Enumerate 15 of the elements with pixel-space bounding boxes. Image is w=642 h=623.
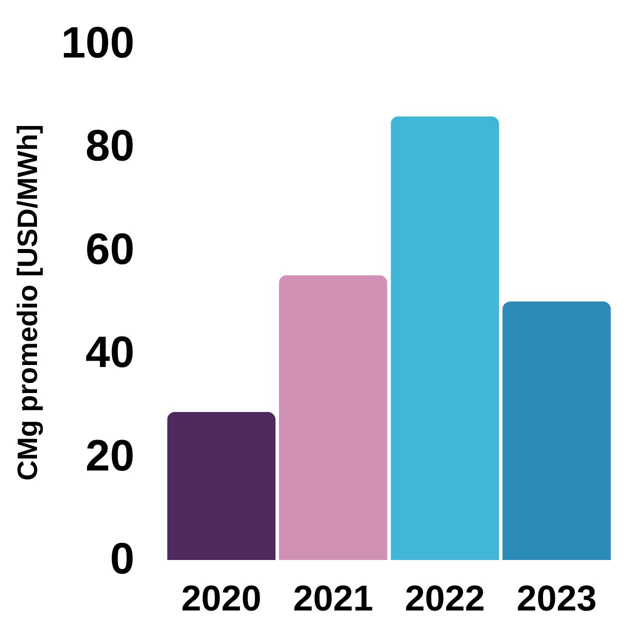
y-tick-label: 20: [86, 431, 134, 480]
y-tick-label: 60: [86, 224, 134, 274]
bar: [278, 275, 388, 560]
y-tick-label: 100: [61, 18, 134, 68]
y-tick-label: 80: [86, 122, 134, 171]
x-tick-label: 2022: [404, 578, 485, 618]
y-tick-label: 40: [86, 328, 134, 378]
x-tick-label: 2020: [181, 578, 262, 618]
bar: [502, 301, 611, 560]
bar: [167, 412, 276, 560]
x-tick-label: 2023: [516, 578, 597, 618]
x-tick-label: 2021: [293, 578, 374, 618]
bar: [390, 116, 500, 560]
y-axis-title: CMg promedio [USD/MWh]: [12, 124, 44, 481]
y-tick-label: 0: [110, 534, 134, 584]
